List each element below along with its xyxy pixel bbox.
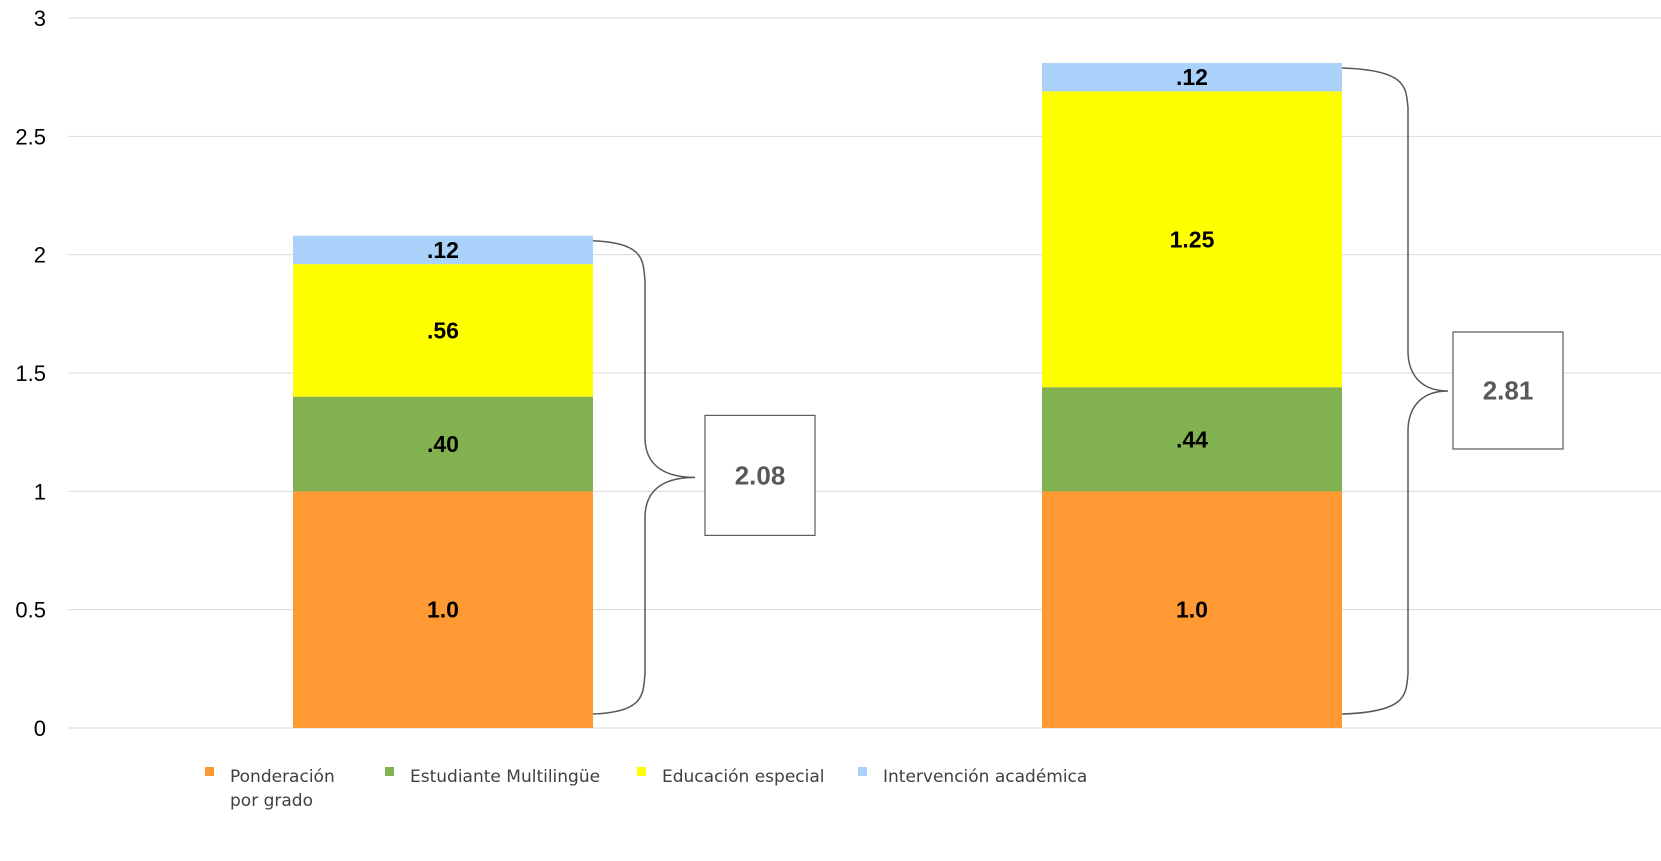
data-label: 1.0 [1176, 597, 1208, 623]
data-label: .40 [427, 431, 459, 457]
total-box [704, 414, 816, 536]
data-label: .56 [427, 317, 459, 343]
bar-segment [1042, 91, 1342, 388]
data-label: .44 [1176, 426, 1208, 452]
legend-swatch [205, 767, 214, 776]
legend-label: Educación especial [662, 767, 825, 787]
data-label: .12 [1176, 64, 1208, 90]
total-label: 2.81 [1483, 375, 1534, 405]
total-label: 2.08 [735, 460, 786, 490]
y-tick-label: 1.5 [15, 361, 46, 386]
legend-label: por grado [230, 791, 313, 811]
data-label: .12 [427, 237, 459, 263]
bar-segment [1042, 62, 1342, 92]
total-bracket [592, 239, 696, 715]
y-axis-ticks: 0 0.5 1 1.5 2 2.5 3 [15, 6, 46, 741]
bar-segment [293, 491, 593, 728]
bar-segment [1042, 387, 1342, 492]
bar-segment [293, 235, 593, 265]
legend-label: Estudiante Multilingüe [410, 767, 600, 787]
y-tick-label: 2.5 [15, 124, 46, 149]
total-bracket [1341, 67, 1449, 715]
y-tick-label: 1 [34, 479, 46, 504]
legend-swatch [385, 767, 394, 776]
legend-label: Ponderación [230, 767, 335, 787]
bars [293, 62, 1342, 728]
bar-segment [293, 264, 593, 397]
legend-label: Intervención académica [883, 767, 1087, 787]
legend-swatch [637, 767, 646, 776]
data-labels: 1.0 .40 .56 .12 1.0 .44 1.25 .12 [427, 64, 1215, 623]
bar-segment [1042, 491, 1342, 728]
total-box [1452, 331, 1564, 450]
data-label: 1.25 [1170, 226, 1215, 252]
legend: Ponderación por grado Estudiante Multiling… [205, 767, 1087, 811]
y-tick-label: 0.5 [15, 598, 46, 623]
y-tick-label: 2 [34, 243, 46, 268]
legend-swatch [858, 767, 867, 776]
bar-segment [293, 396, 593, 492]
y-tick-label: 3 [34, 6, 46, 31]
data-label: 1.0 [427, 597, 459, 623]
y-tick-label: 0 [34, 716, 46, 741]
total-brackets: 2.08 2.81 [592, 67, 1564, 715]
